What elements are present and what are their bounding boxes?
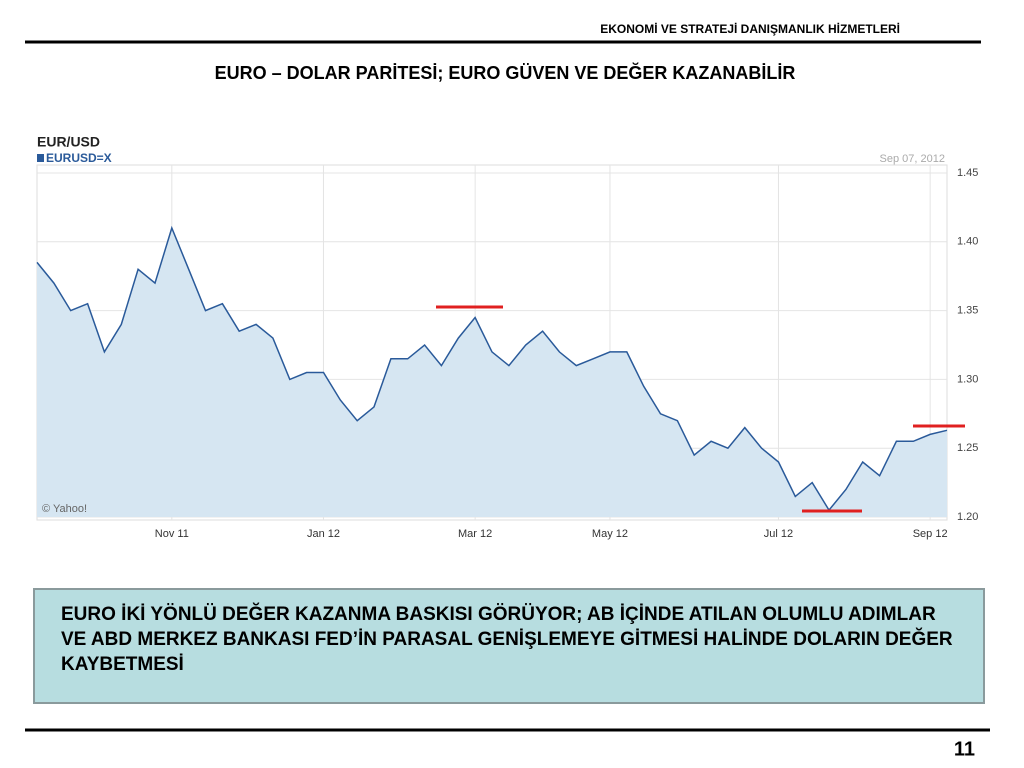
x-tick-label: May 12 (592, 528, 628, 540)
company: EKONOMİ VE STRATEJİ DANIŞMANLIK HİZMETLE… (600, 21, 900, 36)
y-tick-label: 1.40 (957, 236, 978, 248)
legend-label: EURUSD=X (46, 151, 112, 165)
y-tick-label: 1.30 (957, 373, 978, 385)
line (36, 225, 948, 512)
text-box: EURO İKİ YÖNLÜ DEĞER KAZANMA BASKISI GÖR… (33, 588, 985, 704)
source: © Yahoo! (42, 503, 87, 515)
slide-title: EURO – DOLAR PARİTESİ; EURO GÜVEN VE DEĞ… (215, 62, 796, 83)
x-tick-label: Jul 12 (764, 528, 793, 540)
y-tick-label: 1.35 (957, 305, 978, 317)
y-tick-label: 1.20 (957, 511, 978, 523)
y-tick-label: 1.25 (957, 442, 978, 454)
date-label: Sep 07, 2012 (880, 153, 945, 165)
chart-title: EUR/USD (37, 134, 100, 150)
x-tick-label: Sep 12 (913, 528, 948, 540)
x-tick-label: Jan 12 (307, 528, 340, 540)
legend-swatch (37, 154, 44, 162)
x-tick-label: Nov 11 (155, 528, 189, 540)
page-number: 11 (954, 738, 975, 760)
y-tick-label: 1.45 (957, 167, 978, 179)
x-tick-label: Mar 12 (458, 528, 492, 540)
